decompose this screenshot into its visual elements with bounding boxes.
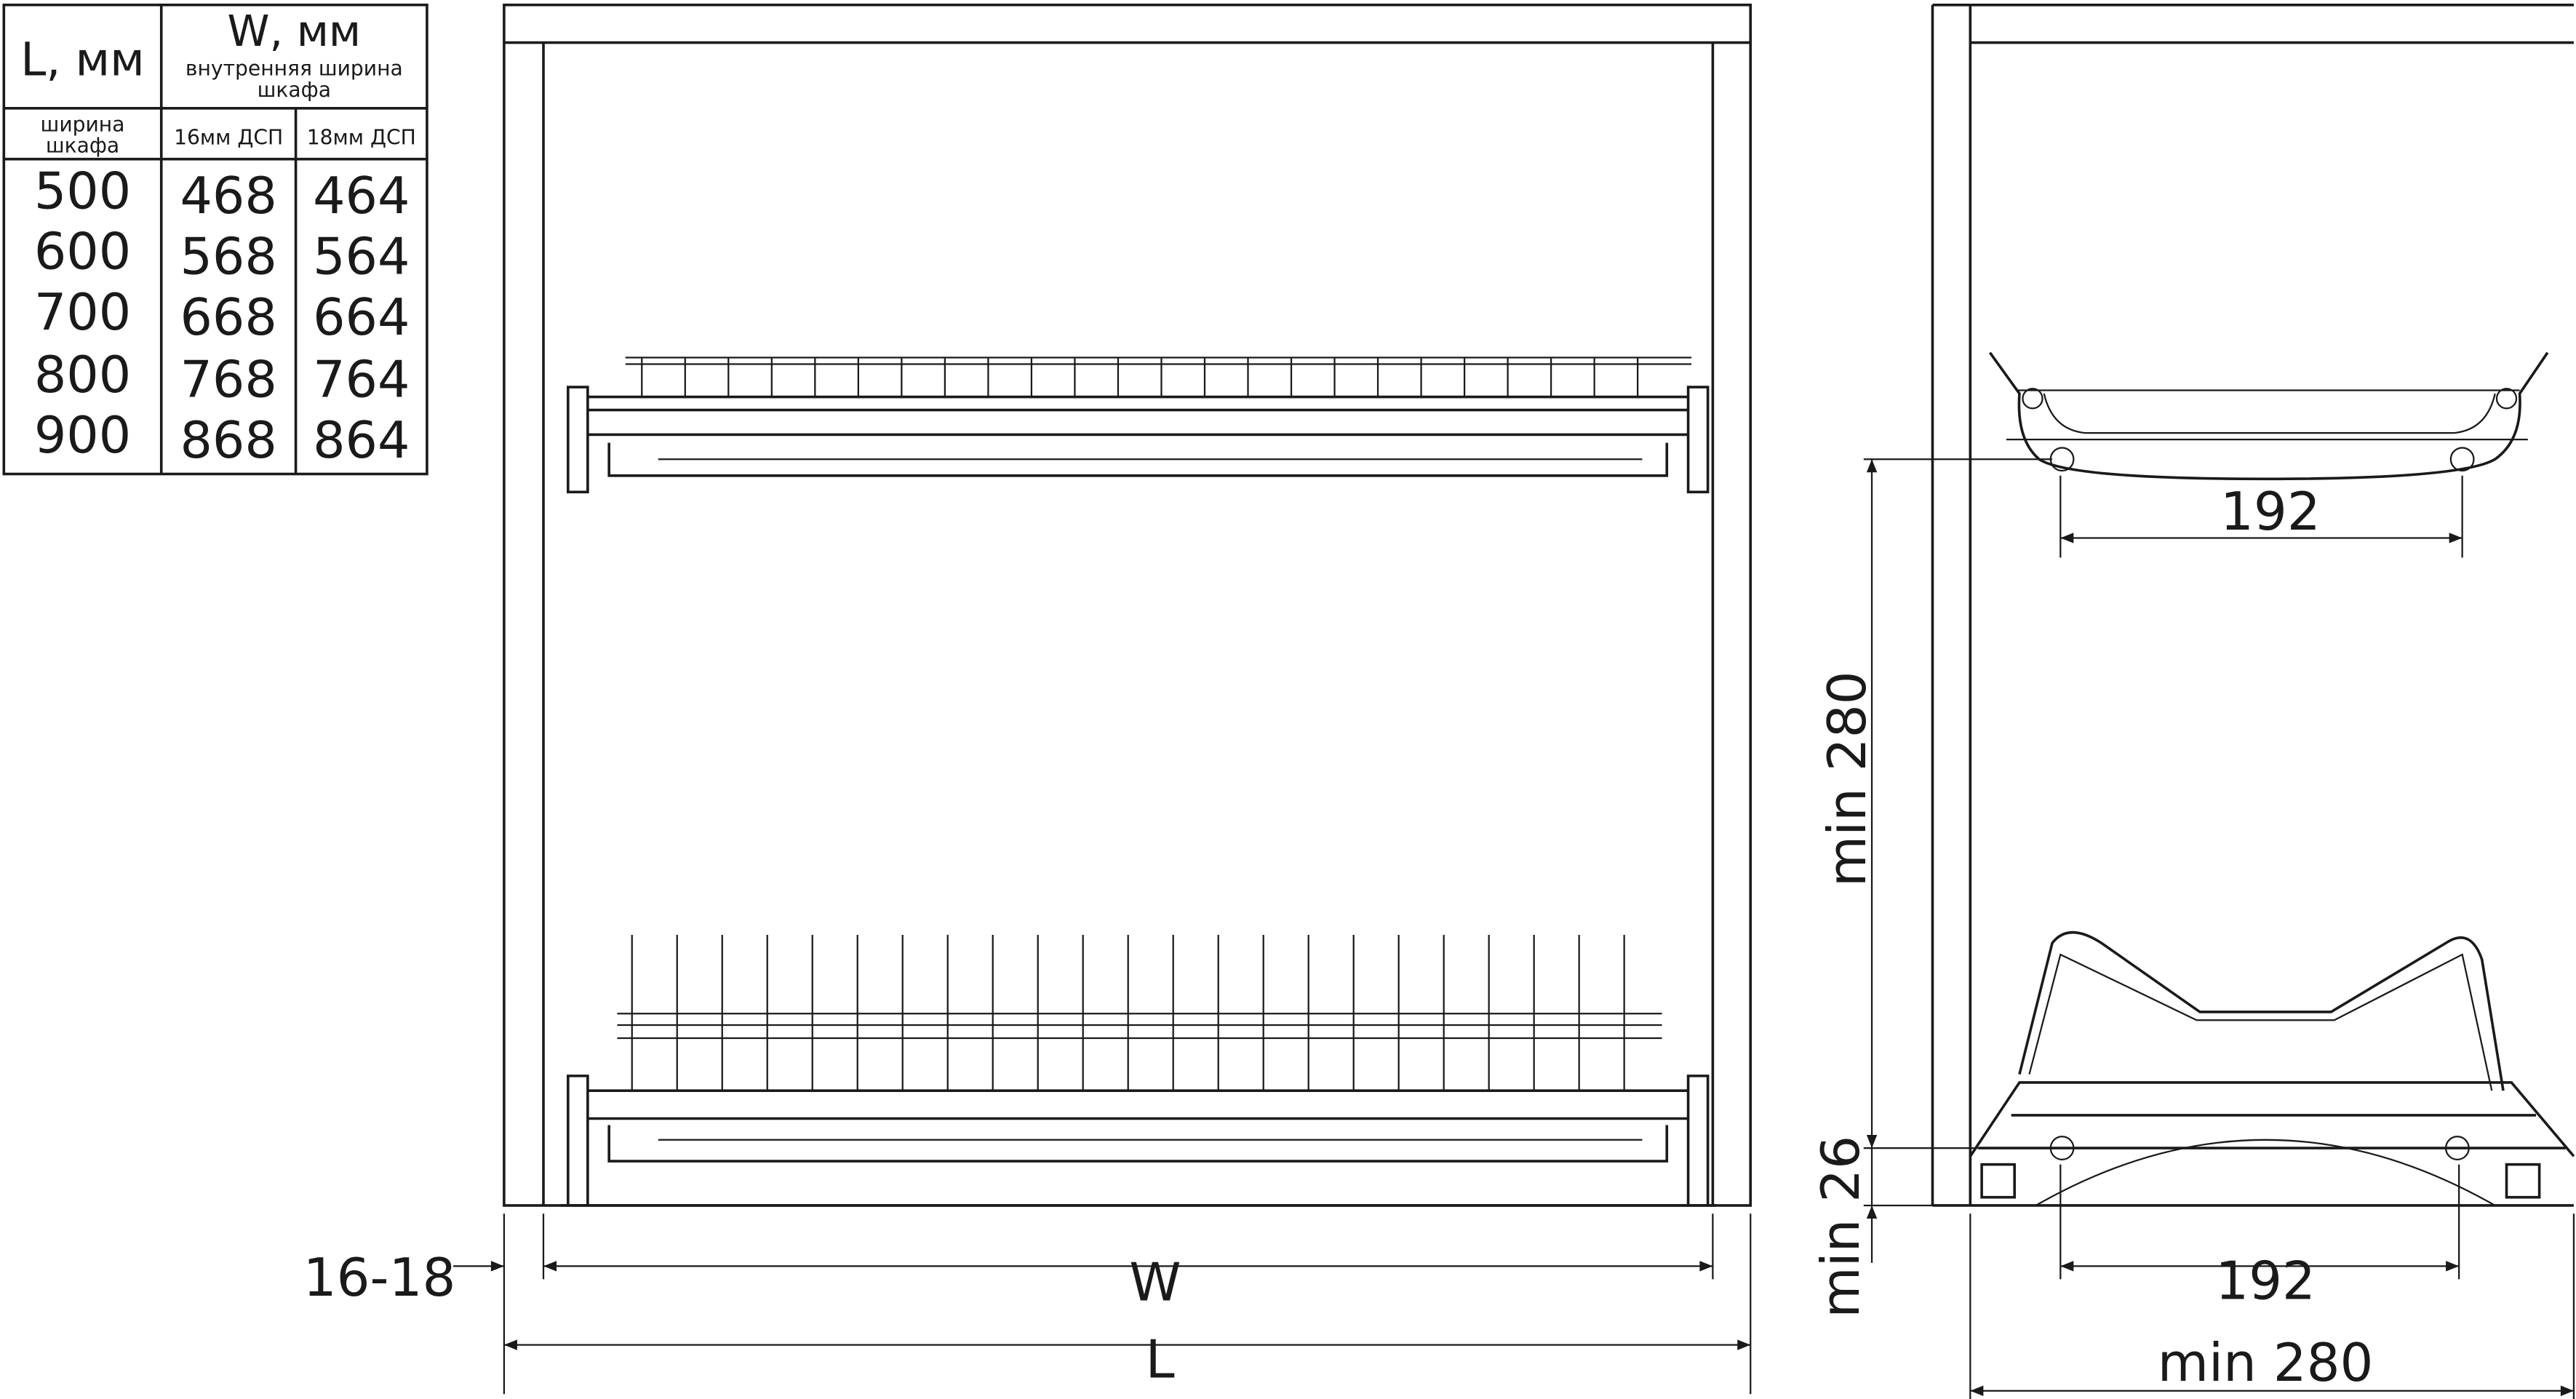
sub-l2: шкафа	[46, 134, 119, 158]
table-cell: 464	[313, 167, 410, 226]
side-view: 192 192 min 280 min 280 min 26	[1811, 3, 2575, 1399]
dimension-min-bottom: min 26	[1811, 1136, 1872, 1318]
dimension-l: L	[1146, 1330, 1175, 1391]
size-table: L, мм W, мм внутренняя ширина шкафа шири…	[2, 3, 428, 476]
sub-l1: ширина	[41, 112, 125, 136]
table-cell: 900	[34, 406, 131, 465]
lower-plate-rack	[559, 935, 1716, 1207]
sub-16: 16мм ДСП	[174, 125, 283, 149]
table-cell: 568	[180, 227, 276, 286]
upper-dish-rack	[567, 356, 1710, 494]
table-cell: 700	[34, 283, 131, 342]
table-cell: 564	[313, 227, 410, 286]
sub-18: 18мм ДСП	[307, 125, 416, 149]
table-cell: 500	[34, 162, 131, 220]
upper-basket-profile	[1988, 351, 2549, 481]
table-cell: 768	[180, 351, 276, 410]
dimension-upper-depth: 192	[2220, 482, 2321, 543]
dimension-min-height: min 280	[1817, 671, 1878, 888]
header-w-sub2: шкафа	[258, 78, 331, 102]
table-cell: 468	[180, 167, 276, 226]
dimension-lower-depth: 192	[2215, 1251, 2316, 1312]
header-l: L, мм	[20, 33, 145, 87]
table-cell: 864	[313, 411, 410, 470]
dimension-thickness: 16-18	[303, 1248, 456, 1309]
header-w-sub1: внутренняя ширина	[186, 57, 403, 81]
lower-basket-profile	[1969, 930, 2575, 1206]
table-cell: 868	[180, 411, 276, 470]
table-cell: 764	[313, 351, 410, 410]
dimension-w: W	[1129, 1253, 1181, 1314]
front-view: W L 16-18	[303, 3, 1752, 1395]
table-cell: 600	[34, 223, 131, 282]
dimension-min-width: min 280	[2158, 1333, 2374, 1394]
table-cell: 800	[34, 346, 131, 404]
header-w: W, мм	[228, 7, 362, 56]
table-cell: 668	[180, 288, 276, 347]
table-cell: 664	[313, 288, 410, 347]
